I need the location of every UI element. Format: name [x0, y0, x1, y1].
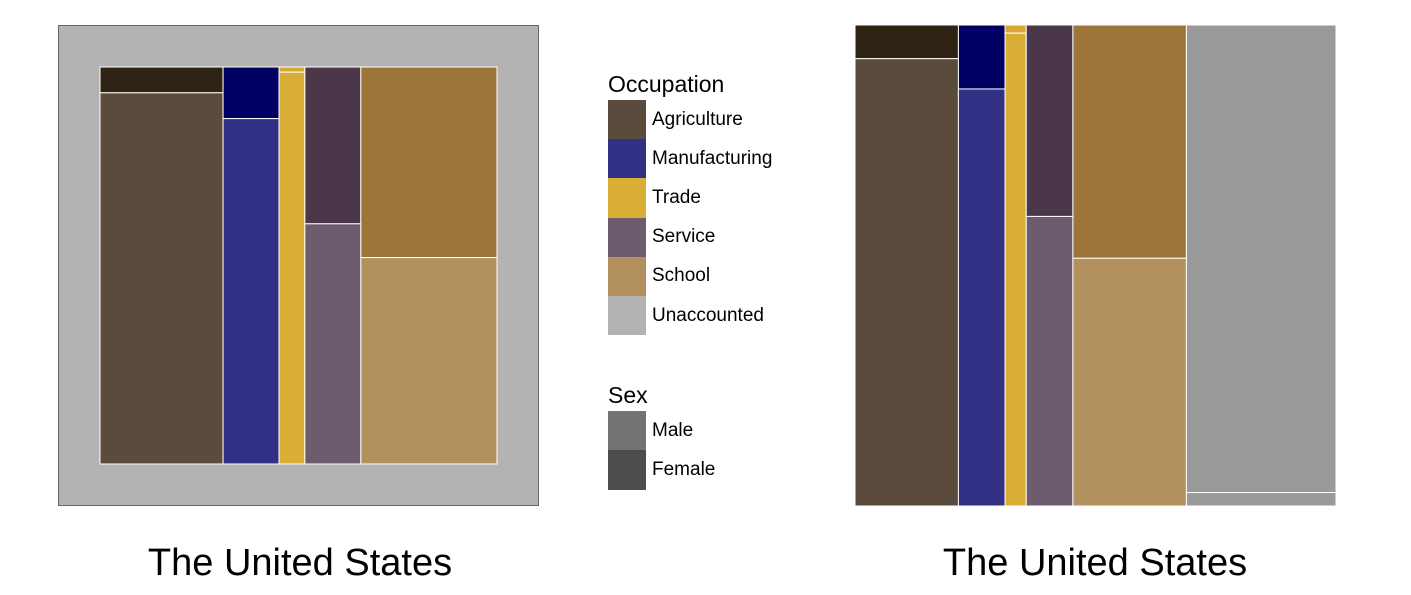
tile-manufacturing-female [957, 24, 1006, 90]
tile-agriculture-male [99, 92, 224, 465]
legend-label-service: Service [652, 226, 716, 248]
legend-item-manufacturing: Manufacturing [608, 139, 808, 179]
legend-label-male: Male [652, 419, 694, 441]
tile-agriculture-male [854, 58, 959, 507]
legend-occupation-title: Occupation [608, 71, 725, 97]
legend-swatch-female [608, 450, 646, 490]
tile-trade-female [1004, 24, 1027, 34]
legend-item-trade: Trade [608, 178, 808, 218]
legend-item-female: Female [608, 450, 808, 490]
tile-service-female [304, 66, 362, 225]
legend-label-trade: Trade [652, 186, 701, 208]
tile-trade-male [1004, 32, 1027, 507]
legend-label-female: Female [652, 458, 716, 480]
tile-service-male [304, 223, 362, 465]
legend-item-male: Male [608, 411, 808, 451]
legend-sex-title: Sex [608, 382, 648, 409]
right-chart-title: The United States [942, 542, 1248, 584]
legend-swatch-trade [608, 178, 646, 218]
legend-item-school: School [608, 256, 808, 296]
legend-swatch-service [608, 217, 646, 257]
tile-trade-male [278, 71, 306, 465]
tile-agriculture-female [99, 66, 224, 94]
left-panel: The United States [0, 0, 600, 595]
legend-occupation-list: Agriculture Manufacturing Trade Service Scho… [608, 100, 808, 336]
tile-agriculture-female [854, 24, 959, 60]
right-panel: The United States [795, 0, 1395, 595]
legend-item-unaccounted: Unaccounted [608, 295, 808, 336]
left-mosaic-chart [58, 25, 539, 506]
tile-manufacturing-male [957, 88, 1006, 507]
legend-swatch-agriculture [608, 100, 646, 140]
tile-service-male [1025, 215, 1074, 507]
legend-label-school: School [652, 265, 711, 287]
tile-unaccounted-female [1185, 24, 1337, 494]
tile-school-female [1072, 24, 1187, 259]
tile-school-female [360, 66, 498, 259]
right-mosaic-chart [854, 24, 1337, 507]
legend-sex-list: Male Female [608, 411, 808, 490]
legend-label-agriculture: Agriculture [652, 108, 743, 130]
legend-swatch-male [608, 411, 646, 451]
left-chart-title: The United States [147, 542, 453, 584]
tile-trade-female [278, 66, 306, 73]
legend-swatch-unaccounted [608, 295, 646, 336]
tile-school-male [360, 257, 498, 465]
legend-swatch-school [608, 256, 646, 296]
tile-service-female [1025, 24, 1074, 217]
tile-unaccounted-male [1185, 492, 1337, 507]
legend-swatch-manufacturing [608, 139, 646, 179]
legend: Occupation Agriculture Manufacturing Trade… [608, 70, 808, 490]
tile-manufacturing-female [222, 66, 280, 120]
legend-item-agriculture: Agriculture [608, 100, 808, 140]
legend-item-service: Service [608, 217, 808, 257]
legend-label-unaccounted: Unaccounted [652, 304, 764, 326]
legend-label-manufacturing: Manufacturing [652, 147, 773, 169]
tile-school-male [1072, 257, 1187, 507]
tile-manufacturing-male [222, 118, 280, 465]
